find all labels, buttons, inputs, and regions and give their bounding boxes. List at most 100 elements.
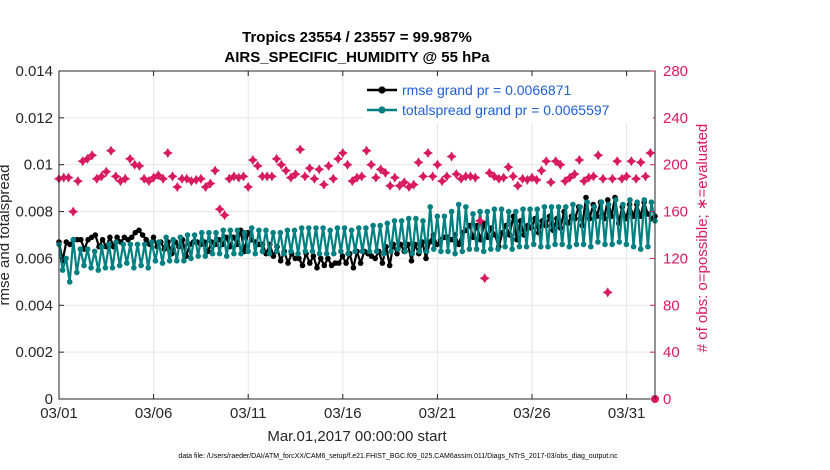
totalspread-point (480, 248, 487, 255)
obs-evaluated-point (607, 173, 618, 184)
rmse-point (139, 232, 146, 238)
totalspread-point (459, 248, 466, 255)
totalspread-point (245, 248, 251, 255)
obs-evaluated-point (63, 172, 74, 183)
totalspread-point (627, 197, 633, 203)
totalspread-point (395, 246, 401, 252)
plot-frame (58, 70, 656, 400)
totalspread-point (413, 215, 419, 222)
rmse-point (296, 255, 302, 262)
totalspread-point (99, 243, 105, 250)
totalspread-point (466, 246, 473, 252)
totalspread-point (81, 262, 87, 269)
y2-tick-label: 80 (663, 297, 680, 314)
totalspread-point (516, 243, 523, 250)
totalspread-point (559, 241, 565, 248)
totalspread-point (373, 248, 380, 255)
rmse-point (107, 234, 113, 241)
totalspread-point (634, 199, 640, 205)
totalspread-point (295, 250, 301, 257)
totalspread-point (359, 248, 366, 255)
totalspread-point (288, 248, 294, 255)
totalspread-point (552, 241, 558, 248)
obs-evaluated-point (484, 167, 495, 178)
x-tick-label: 03/01 (40, 405, 78, 422)
totalspread-point (637, 246, 644, 252)
obs-evaluated-point (148, 172, 159, 183)
totalspread-point (338, 248, 344, 255)
totalspread-point (513, 208, 519, 215)
rmse-point (386, 262, 393, 269)
totalspread-point (356, 225, 362, 231)
obs-evaluated-point (626, 156, 637, 167)
rmse-point (150, 234, 157, 241)
totalspread-point (588, 243, 594, 250)
totalspread-point (452, 250, 458, 257)
totalspread-point (191, 232, 198, 238)
totalspread-point (306, 225, 312, 231)
rmse-point (408, 258, 415, 264)
totalspread-point (138, 262, 144, 269)
totalspread-point (584, 199, 590, 205)
totalspread-point (591, 204, 598, 210)
totalspread-point (316, 250, 323, 257)
totalspread-point (106, 241, 112, 248)
x-tick-label: 03/31 (608, 405, 646, 422)
totalspread-point (116, 262, 123, 269)
totalspread-point (141, 241, 148, 248)
totalspread-point (84, 246, 91, 252)
obs-evaluated-point (314, 164, 325, 175)
obs-evaluated-point (271, 153, 282, 164)
totalspread-point (149, 239, 155, 245)
totalspread-point (545, 243, 551, 250)
totalspread-point (388, 248, 394, 255)
totalspread-point (231, 250, 237, 257)
obs-evaluated-point (229, 171, 239, 182)
y-tick-label: 0 (45, 391, 53, 408)
totalspread-point (609, 241, 615, 248)
obs-evaluated-point (167, 171, 178, 182)
totalspread-point (195, 253, 201, 259)
obs-evaluated-point (432, 159, 443, 170)
totalspread-point (541, 204, 548, 210)
totalspread-point (177, 234, 184, 241)
obs-evaluated-point (437, 176, 448, 187)
obs-evaluated-point (451, 169, 462, 180)
totalspread-point (448, 208, 455, 215)
totalspread-point (263, 227, 269, 234)
obs-evaluated-point (370, 172, 381, 183)
obs-evaluated-point (247, 155, 258, 165)
obs-evaluated-point (72, 176, 83, 187)
legend-rmse-label: rmse grand pr = 0.0066871 (402, 82, 571, 98)
obs-evaluated-point (200, 182, 211, 192)
chart-title-line-2: AIRS_SPECIFIC_HUMIDITY @ 55 hPa (224, 49, 490, 66)
rmse-point (310, 253, 317, 259)
y2-tick-label: 200 (663, 157, 688, 174)
rmse-point (394, 250, 400, 257)
obs-evaluated-point (337, 148, 348, 158)
obs-evaluated-point (172, 182, 183, 192)
totalspread-point (409, 250, 416, 257)
obs-evaluated-point (375, 164, 386, 175)
rmse-point (99, 236, 106, 243)
totalspread-point (66, 279, 73, 285)
obs-evaluated-point (512, 180, 523, 191)
obs-evaluated-point (323, 160, 334, 171)
obs-evaluated-point (96, 171, 107, 182)
totalspread-point (384, 220, 391, 227)
totalspread-point (377, 222, 384, 229)
obs-evaluated-point (205, 178, 216, 189)
totalspread-point (184, 232, 191, 238)
totalspread-point (645, 243, 651, 250)
totalspread-point (491, 206, 498, 212)
x-axis-ticks: 03/01 03/06 03/11 03/16 03/21 03/26 03/31 (40, 71, 645, 422)
totalspread-point (127, 241, 134, 248)
obs-evaluated-point (541, 156, 552, 167)
obs-evaluated-point (120, 173, 131, 184)
y2-tick-label: 120 (663, 250, 688, 267)
obs-evaluated-point (465, 171, 476, 182)
rmse-point (78, 236, 84, 243)
obs-evaluated-point (115, 176, 126, 187)
obs-evaluated-point (479, 273, 490, 284)
totalspread-point (181, 258, 187, 264)
